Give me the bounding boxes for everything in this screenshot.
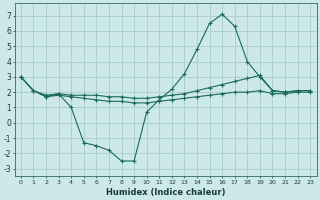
- X-axis label: Humidex (Indice chaleur): Humidex (Indice chaleur): [106, 188, 225, 197]
